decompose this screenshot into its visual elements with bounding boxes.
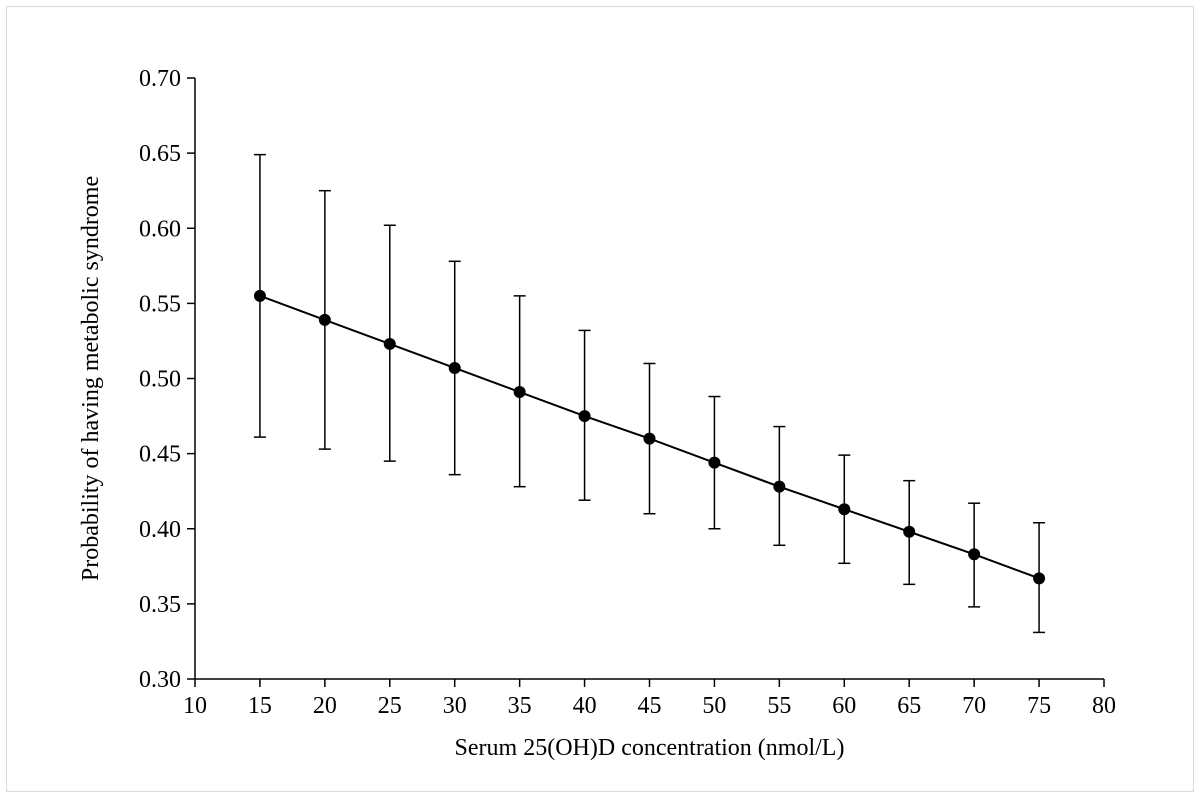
- x-tick-label: 10: [183, 693, 207, 719]
- y-tick-label: 0.30: [139, 667, 181, 693]
- data-point: [578, 410, 591, 423]
- data-point: [773, 480, 786, 493]
- y-tick-label: 0.50: [139, 367, 181, 393]
- x-tick-label: 25: [378, 693, 402, 719]
- data-point: [903, 525, 916, 538]
- data-point: [253, 289, 266, 302]
- x-axis-label: Serum 25(OH)D concentration (nmol/L): [455, 735, 845, 761]
- data-point: [643, 432, 656, 445]
- chart-frame: [6, 6, 1194, 792]
- y-tick-label: 0.65: [139, 141, 181, 167]
- x-tick-label: 50: [702, 693, 726, 719]
- x-tick-label: 45: [638, 693, 662, 719]
- data-point: [448, 361, 461, 374]
- x-tick-label: 20: [313, 693, 337, 719]
- x-tick-label: 35: [508, 693, 532, 719]
- x-tick-label: 30: [443, 693, 467, 719]
- y-tick-label: 0.40: [139, 517, 181, 543]
- data-points: [253, 289, 1046, 585]
- y-tick-label: 0.45: [139, 442, 181, 468]
- data-point: [513, 386, 526, 399]
- y-tick-label: 0.35: [139, 592, 181, 618]
- x-tick-label: 75: [1027, 693, 1051, 719]
- x-tick-label: 40: [573, 693, 597, 719]
- x-tick-label: 15: [248, 693, 272, 719]
- x-tick-label: 60: [832, 693, 856, 719]
- error-bars: [253, 153, 1046, 634]
- x-tick-label: 80: [1092, 693, 1116, 719]
- x-tick-label: 65: [897, 693, 921, 719]
- x-tick-label: 55: [767, 693, 791, 719]
- y-tick-label: 0.60: [139, 216, 181, 242]
- y-tick-label: 0.70: [139, 66, 181, 92]
- y-tick-label: 0.55: [139, 291, 181, 317]
- data-point: [708, 456, 721, 469]
- data-point: [318, 313, 331, 326]
- x-tick-label: 70: [962, 693, 986, 719]
- y-axis-label: Probability of having metabolic syndrome: [78, 176, 104, 581]
- data-point: [838, 503, 851, 516]
- data-point: [383, 337, 396, 350]
- data-point: [968, 548, 981, 561]
- axes: 0.30 0.35 0.40 0.45 0.50 0.55 0.60 0.65 0.70 10 15…: [139, 66, 1116, 719]
- data-point: [1033, 572, 1046, 585]
